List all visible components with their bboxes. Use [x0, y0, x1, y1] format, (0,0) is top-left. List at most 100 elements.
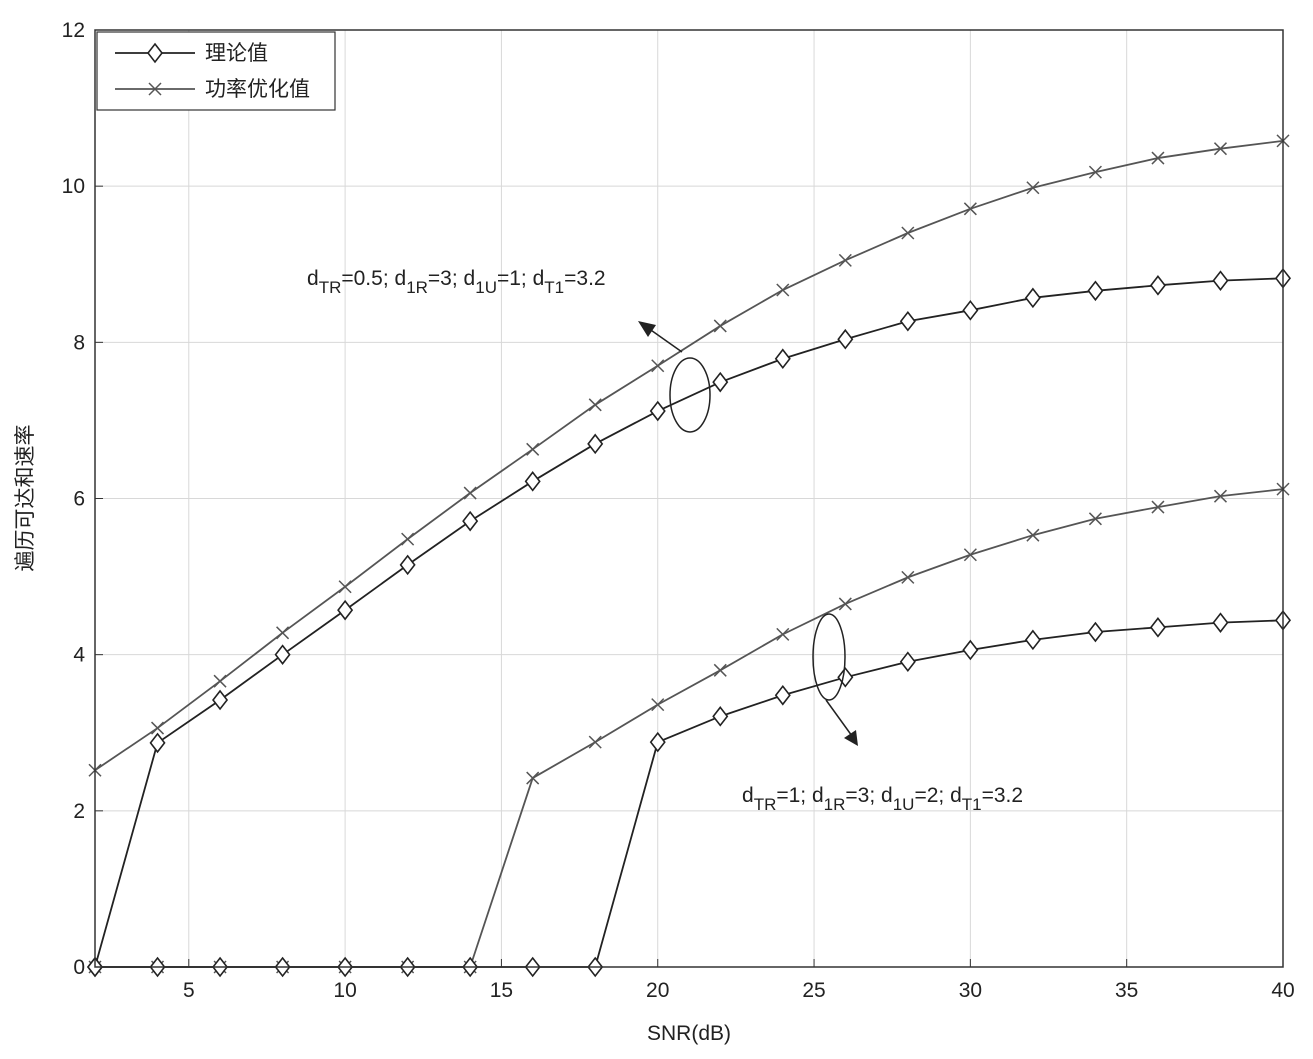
annotation-text: =0.5;	[341, 267, 394, 290]
y-tick-label: 10	[62, 175, 85, 198]
y-tick-label: 12	[62, 19, 85, 42]
annotation-text: d	[307, 267, 319, 290]
data-point	[899, 310, 916, 332]
annotation-text: d	[742, 784, 754, 807]
data-point	[524, 471, 541, 492]
data-point	[838, 253, 852, 267]
annotation-text: d	[812, 784, 824, 807]
annotation-text: =1;	[776, 784, 812, 807]
data-point	[1087, 621, 1104, 643]
data-point	[963, 202, 977, 216]
data-point	[962, 639, 979, 661]
arrow-head	[844, 730, 858, 746]
data-point	[649, 400, 666, 422]
data-point	[1151, 151, 1165, 165]
data-point	[1212, 270, 1229, 291]
data-point	[588, 735, 602, 749]
data-point	[401, 532, 415, 546]
data-point	[651, 698, 665, 712]
annotation-text: =3;	[428, 267, 464, 290]
x-tick-label: 40	[1271, 979, 1294, 1002]
x-axis-label: SNR(dB)	[647, 1022, 731, 1045]
y-tick-label: 8	[73, 331, 85, 354]
data-point	[587, 433, 604, 455]
arrow-head	[638, 321, 656, 337]
data-point	[776, 627, 790, 641]
legend-label: 功率优化值	[205, 78, 310, 101]
y-tick-label: 2	[73, 800, 85, 823]
legend-marker	[148, 82, 162, 96]
data-point	[774, 348, 791, 370]
annotation-text: =2;	[914, 784, 950, 807]
arrow	[647, 327, 683, 353]
data-point	[337, 599, 354, 621]
y-axis-label: 遍历可达和速率	[14, 425, 37, 572]
y-tick-label: 4	[73, 644, 85, 667]
data-point	[901, 570, 915, 584]
x-tick-label: 10	[333, 979, 356, 1002]
data-point	[774, 684, 791, 706]
data-point	[463, 486, 477, 500]
y-tick-label: 6	[73, 488, 85, 511]
annotation-subscript: T1	[544, 278, 564, 297]
x-tick-label: 15	[490, 979, 513, 1002]
data-point	[963, 548, 977, 562]
annotation-subscript: TR	[319, 278, 342, 297]
x-tick-label: 5	[183, 979, 195, 1002]
axes-box	[94, 29, 1284, 968]
annotation: dTR=1; d1R=3; d1U=2; dT1=3.2	[742, 784, 1023, 814]
data-point	[1213, 142, 1228, 156]
data-point	[712, 706, 729, 727]
annotation-subscript: 1U	[475, 278, 497, 297]
data-point	[837, 328, 854, 350]
legend-box	[96, 31, 336, 111]
annotation-text: =1;	[497, 267, 533, 290]
data-point	[1088, 165, 1102, 179]
series-line	[94, 139, 1284, 771]
annotation-text: =3.2	[982, 784, 1023, 807]
arrow	[825, 699, 853, 737]
data-point	[776, 283, 790, 297]
data-point	[1026, 528, 1040, 542]
group-ellipse	[812, 613, 846, 701]
data-point	[276, 626, 290, 640]
data-point	[651, 359, 665, 373]
data-point	[338, 580, 352, 594]
annotation-text: d	[950, 784, 962, 807]
data-point	[213, 674, 227, 688]
x-tick-label: 30	[959, 979, 982, 1002]
annotation-subscript: 1U	[893, 795, 915, 814]
data-point	[588, 398, 602, 412]
x-tick-label: 25	[802, 979, 825, 1002]
data-point	[1024, 287, 1041, 309]
annotation-text: d	[464, 267, 476, 290]
annotation-text: d	[881, 784, 893, 807]
annotation: dTR=0.5; d1R=3; d1U=1; dT1=3.2	[307, 267, 606, 297]
annotation-subscript: T1	[962, 795, 982, 814]
data-point	[149, 732, 166, 754]
data-point	[1212, 612, 1229, 633]
data-point	[1213, 489, 1228, 503]
plot-area	[86, 134, 1292, 978]
data-point	[1024, 629, 1041, 651]
data-point	[1026, 181, 1040, 195]
annotation-text: =3;	[845, 784, 881, 807]
data-point	[1149, 275, 1166, 296]
annotation-subscript: TR	[754, 795, 777, 814]
data-point	[526, 771, 540, 785]
y-tick-label: 0	[73, 956, 85, 979]
data-point	[399, 554, 416, 576]
data-point	[899, 651, 916, 672]
data-point	[901, 226, 915, 240]
data-point	[712, 371, 729, 393]
annotation-text: d	[533, 267, 545, 290]
data-point	[212, 689, 229, 711]
group-ellipse	[669, 357, 711, 433]
data-point	[1087, 280, 1104, 302]
data-point	[713, 663, 727, 677]
x-tick-label: 35	[1115, 979, 1138, 1002]
